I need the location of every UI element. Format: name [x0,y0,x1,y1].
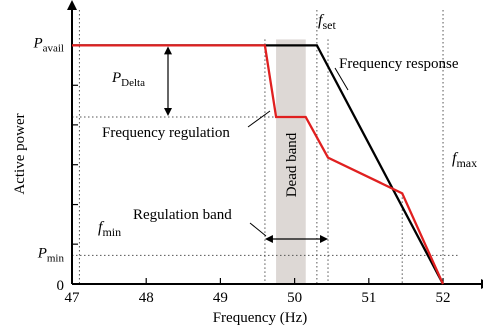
y-tick-label-zero: 0 [57,278,65,294]
p-delta-arrow-head-top [164,46,172,55]
frequency-response-label: Frequency response [339,56,459,72]
x-tick-label: 50 [287,290,302,306]
y-axis-arrow [67,0,77,10]
regulation-band-arrow-right [320,235,329,243]
y-tick-label-min: Pmin [37,245,65,264]
regulation-band-arrow-left [264,235,273,243]
dead-band-area [276,39,306,284]
f-max-label: fmax [452,150,477,170]
f-min-label: fmin [98,219,121,239]
frequency-regulation-leader [247,110,271,128]
y-tick-label-avail: Pavail [32,35,64,54]
regulation-band-leader [249,222,267,237]
x-tick-label: 48 [139,290,154,306]
p-delta-label: PDelta [111,70,145,89]
frequency-response-leader [334,67,349,91]
frequency-regulation-line [72,44,445,285]
x-tick-label: 49 [213,290,228,306]
frequency-regulation-label: Frequency regulation [102,125,230,141]
x-tick-label: 51 [361,290,376,306]
dead-band-label: Dead band [284,132,300,197]
f-set-label: fset [318,12,336,32]
y-axis-label: Active power [12,113,28,194]
x-axis-label: Frequency (Hz) [213,310,308,326]
x-tick-label: 52 [436,290,451,306]
x-tick-label: 47 [65,290,81,306]
regulation-band-label: Regulation band [133,207,232,223]
p-delta-arrow-head-bottom [164,108,172,117]
